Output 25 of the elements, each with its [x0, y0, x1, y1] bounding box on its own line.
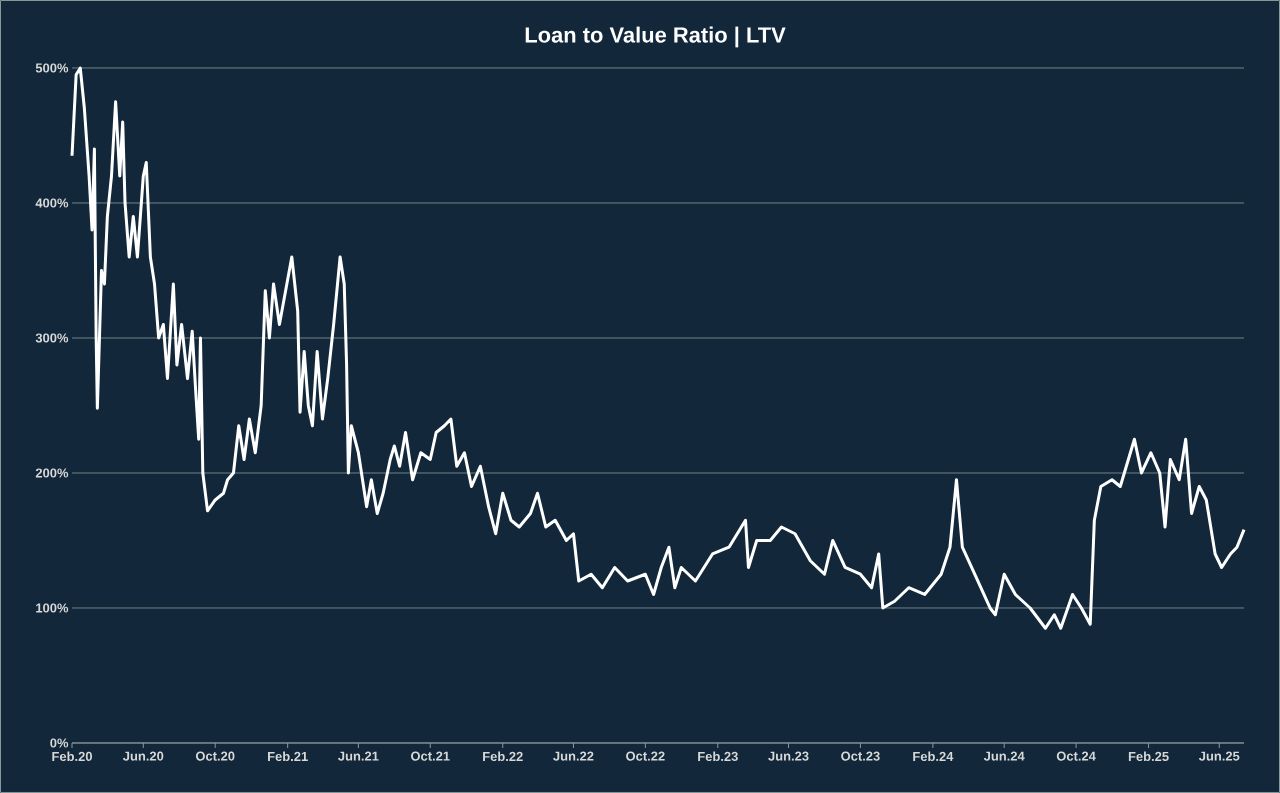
- x-tick-label: Feb.24: [913, 751, 954, 762]
- y-tick-label: 100%: [36, 603, 69, 613]
- x-tick-label: Oct.20: [195, 751, 235, 761]
- x-tick-label: Oct.24: [1056, 751, 1096, 761]
- x-tick-label: Jun.22: [553, 751, 594, 761]
- x-tick-label: Oct.21: [411, 751, 450, 761]
- x-tick-label: Jun.24: [983, 751, 1025, 761]
- x-tick-label: Oct.22: [626, 751, 665, 761]
- line-series: [70, 66, 1246, 630]
- x-tick-label: Oct.23: [841, 751, 880, 761]
- x-tick-label: Feb.20: [52, 751, 92, 762]
- x-tick-label: Jun.23: [768, 751, 809, 761]
- y-tick-label: 300%: [35, 333, 69, 343]
- y-tick-label: 400%: [35, 198, 69, 208]
- x-tick-label: Feb.25: [1128, 751, 1169, 762]
- y-tick-label: 200%: [35, 468, 69, 478]
- x-tick-label: Feb.23: [698, 751, 738, 762]
- y-tick-label: 0%: [50, 738, 69, 748]
- chart-title: Loan to Value Ratio | LTV: [525, 26, 786, 48]
- x-tick-label: Jun.25: [1198, 751, 1240, 761]
- y-tick-label: 500%: [35, 63, 69, 73]
- x-tick-label: Jun.20: [123, 751, 164, 761]
- x-tick-label: Feb.21: [268, 751, 308, 762]
- x-tick-label: Jun.21: [338, 751, 379, 761]
- x-tick-label: Feb.22: [483, 751, 523, 762]
